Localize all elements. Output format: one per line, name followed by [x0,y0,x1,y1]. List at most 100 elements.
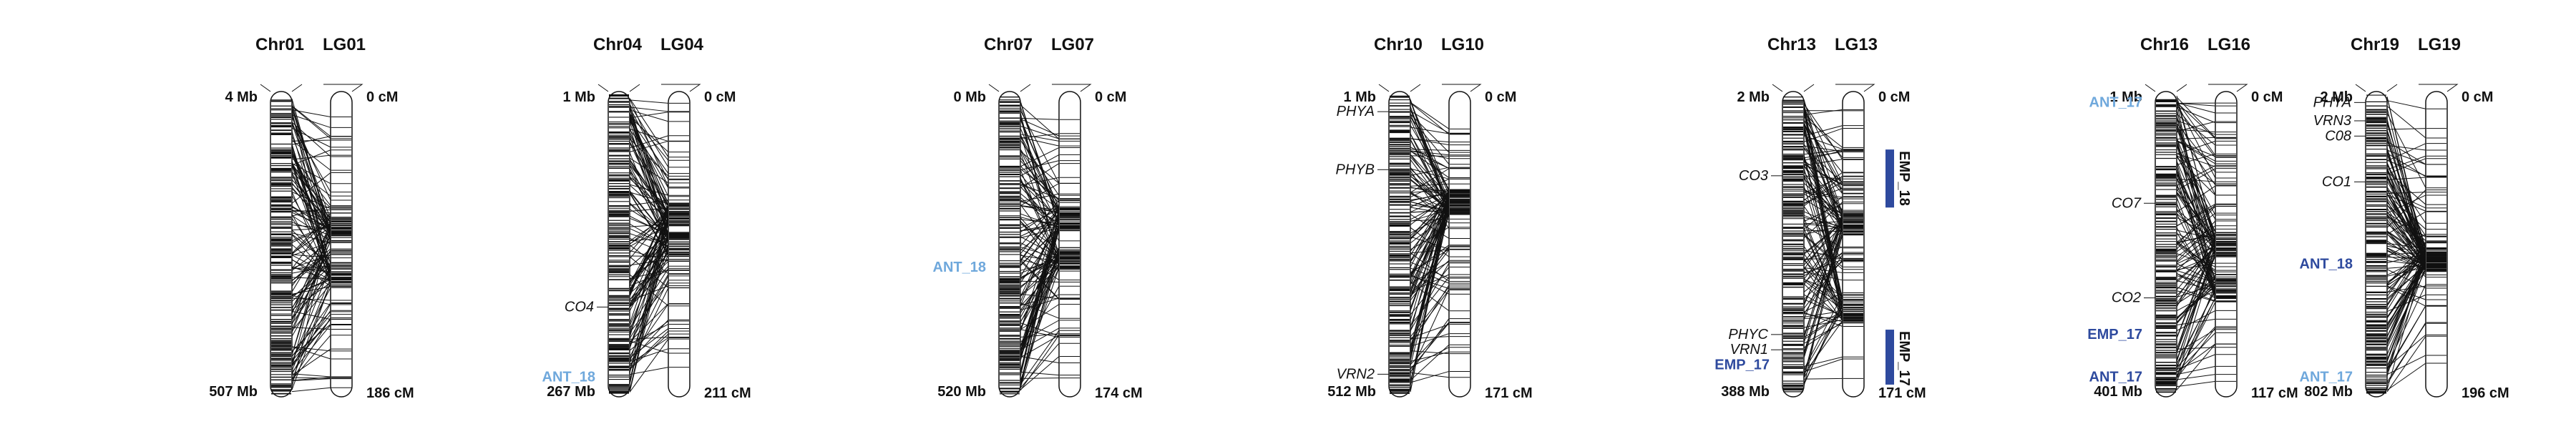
top-bracket [1772,84,1815,92]
marker-link [291,106,331,139]
chromosome-title: Chr19 [2351,35,2399,54]
marker-link [1803,105,1843,214]
marker-link [1410,318,1450,373]
marker-link [2176,144,2216,281]
marker-link [2176,245,2216,265]
linkage-group [668,91,691,398]
marker-link [2176,102,2216,179]
marker-link [1410,324,1450,339]
linkage-group-title: LG13 [1835,35,1878,54]
marker-link [1803,125,1843,137]
marker-link [1803,174,1843,235]
panel-chr19-lg19: Chr19 LG19 2 Mb 802 Mb 0 cM 196 cM PHYA VRN3C08… [2300,35,2509,401]
top-bracket [661,84,701,92]
marker-link [2386,164,2426,224]
qtl-label: ANT_17 [2300,370,2353,385]
marker-link [629,223,669,227]
marker-link [2176,263,2216,283]
marker-link [629,119,669,204]
qtl-label: ANT_18 [542,370,595,385]
marker-link [629,109,669,122]
marker-link [291,266,331,282]
marker-link [629,245,669,275]
marker-link [2386,252,2426,345]
marker-link [1020,104,1060,139]
marker-link [1803,305,1843,372]
marker-link [2386,155,2426,170]
marker-link [2386,284,2426,367]
genetic-end-label: 174 cM [1095,385,1143,401]
marker-link [1803,107,1843,320]
marker-link [1803,122,1843,300]
marker-connectors [2176,95,2216,390]
top-bracket [2355,84,2398,92]
marker-link [291,295,331,305]
marker-link [291,206,331,217]
marker-link [2176,121,2216,132]
marker-link [291,317,331,381]
marker-link [291,131,331,265]
marker-link [291,117,331,201]
marker-link [1020,117,1060,120]
marker-link [2386,242,2426,305]
marker-link [1410,116,1450,190]
top-bracket [2419,84,2459,92]
marker-link [1020,199,1060,224]
marker-link [1410,236,1450,250]
genetic-end-label: 117 cM [2251,385,2298,401]
marker-link [1803,260,1843,298]
marker-link [1020,220,1060,259]
genetic-markers [331,117,351,388]
marker-link [1410,176,1450,201]
physical-end-label: 507 Mb [209,384,258,400]
linkage-group [1448,91,1471,398]
marker-link [629,107,669,180]
marker-link [1020,258,1060,279]
marker-link [1803,312,1843,322]
marker-link [291,302,331,357]
marker-link [1803,187,1843,204]
marker-link [291,99,331,238]
marker-link [629,190,669,240]
marker-link [1803,214,1843,232]
physical-end-label: 401 Mb [2094,384,2142,400]
marker-link [1803,124,1843,174]
marker-link [2176,204,2216,245]
marker-link [1803,294,1843,370]
linkage-group-title: LG04 [660,35,704,54]
marker-link [291,262,331,299]
marker-link [2176,297,2216,371]
marker-link [629,232,669,282]
marker-link [2386,294,2426,312]
top-bracket [2145,84,2187,92]
marker-link [2176,102,2216,114]
marker-link [1803,119,1843,187]
marker-link [2386,100,2426,109]
marker-link [1020,181,1060,220]
marker-link [1803,135,1843,150]
marker-link [1410,155,1450,157]
marker-link [2176,192,2216,237]
marker-link [629,259,669,294]
marker-link [629,333,669,370]
linkage-group [330,91,353,398]
marker-link [1803,163,1843,186]
marker-link [1020,246,1060,260]
marker-link [1020,227,1060,283]
marker-link [2176,164,2216,187]
linkage-group-title: LG16 [2207,35,2250,54]
panel-chr10-lg10: Chr10 LG10 1 Mb 512 Mb 0 cM 171 cM PHYA PHYB VRN… [1327,35,1533,401]
marker-link [2176,117,2216,256]
marker-link [291,267,331,337]
marker-connectors [629,98,669,393]
marker-link [629,192,669,255]
chromosome-title: Chr16 [2140,35,2189,54]
physical-end-label: 520 Mb [937,384,986,400]
marker-link [1410,202,1450,311]
marker-connectors [1803,99,1843,387]
marker-link [1020,335,1060,358]
physical-end-label: 512 Mb [1327,384,1376,400]
marker-link [629,223,669,247]
marker-link [1410,167,1450,214]
marker-link [1020,209,1060,332]
